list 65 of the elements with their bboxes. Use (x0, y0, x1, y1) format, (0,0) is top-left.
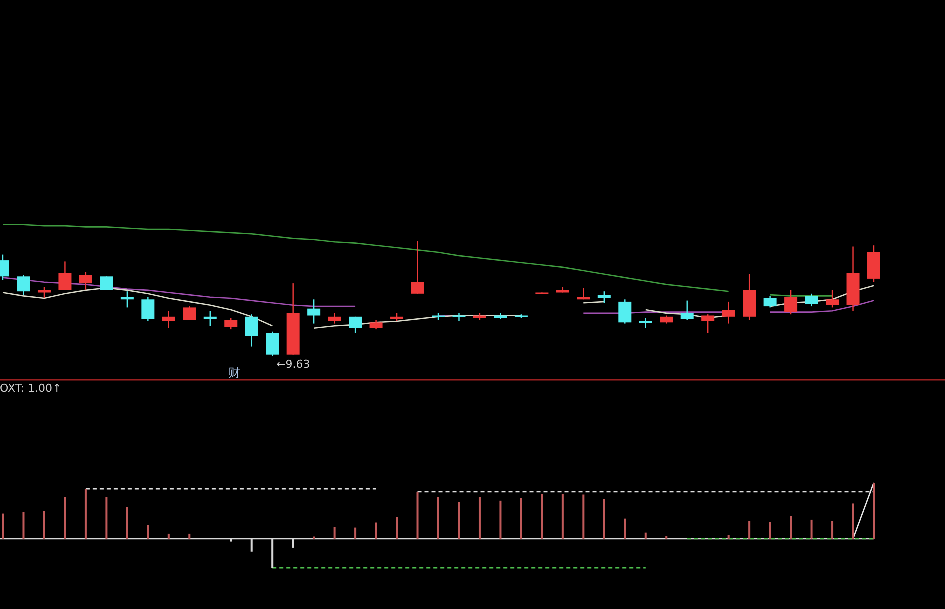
bar (582, 494, 585, 539)
bar (500, 500, 502, 539)
bar (541, 494, 544, 539)
bar (188, 534, 191, 539)
bar (832, 521, 834, 539)
candlestick (17, 274, 30, 296)
bar (168, 534, 170, 539)
bar (126, 507, 128, 539)
bar (624, 518, 626, 539)
bar (728, 535, 730, 539)
bar (84, 489, 87, 539)
candlestick (411, 240, 424, 294)
candlestick (328, 312, 342, 324)
text: 财 (228, 366, 241, 380)
candlestick (680, 300, 694, 321)
candlestick (142, 296, 155, 322)
bar (644, 532, 647, 539)
candlestick (722, 301, 736, 324)
bar (354, 528, 357, 539)
bar (520, 498, 522, 539)
bar (438, 497, 440, 539)
bar (458, 502, 460, 539)
candlestick (618, 299, 632, 324)
candlestick (764, 296, 777, 308)
candlestick (370, 320, 383, 330)
bar (873, 483, 875, 539)
bar (2, 514, 4, 539)
candlestick (826, 290, 840, 308)
bar (562, 494, 564, 539)
candlestick (452, 312, 466, 322)
candlestick (79, 271, 92, 292)
candlestick (639, 317, 652, 329)
bar (810, 520, 813, 539)
bar (748, 521, 751, 539)
bar (147, 525, 150, 539)
bar (790, 516, 792, 539)
candlestick (162, 310, 176, 329)
bar (852, 504, 854, 539)
candlestick (58, 261, 72, 292)
candlestick (183, 306, 196, 321)
candlestick (38, 286, 51, 300)
bar (478, 497, 481, 539)
bar (603, 499, 606, 539)
bar (396, 517, 398, 539)
bar (666, 536, 668, 539)
candlestick (349, 316, 362, 334)
bar (416, 492, 419, 539)
bar (43, 511, 46, 539)
candlestick (598, 291, 611, 304)
bar (375, 522, 378, 539)
candlestick (245, 314, 258, 348)
bar (106, 497, 108, 539)
candlestick (100, 276, 114, 292)
candlestick (308, 299, 321, 324)
bar (769, 522, 772, 539)
bar (334, 527, 336, 539)
candlestick (266, 331, 280, 357)
text: ←9.63 (276, 358, 310, 371)
candlestick (224, 317, 238, 330)
candlestick (805, 293, 818, 308)
bar (64, 497, 66, 539)
candlestick (702, 314, 715, 334)
candlestick (784, 290, 798, 316)
bar (22, 512, 25, 539)
chart-title: OXT: 1.00↑ (0, 382, 62, 395)
